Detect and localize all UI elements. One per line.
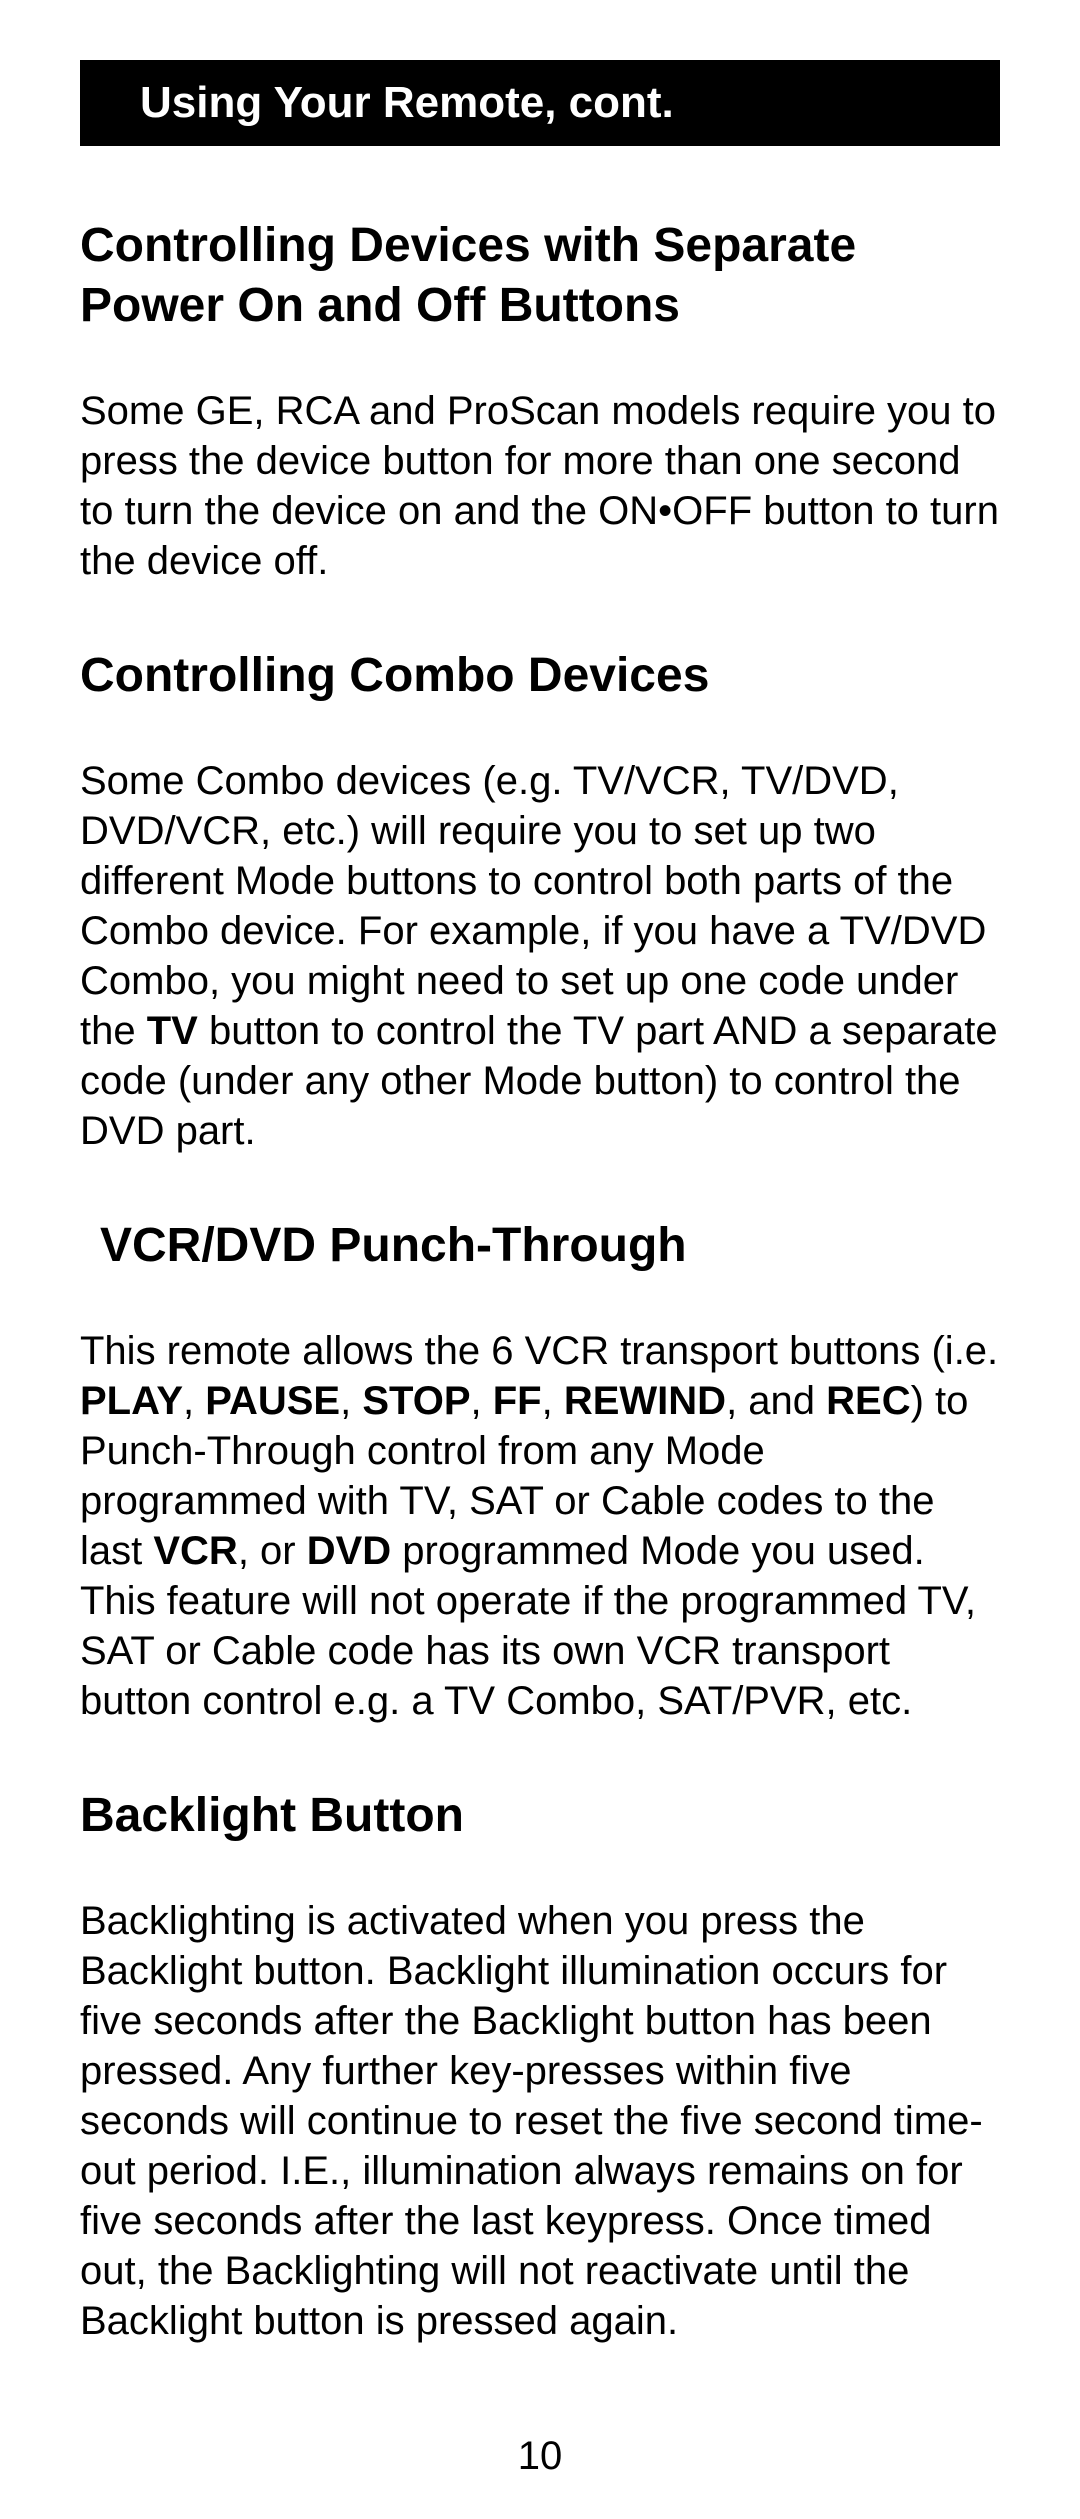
punch-ff: FF bbox=[493, 1379, 542, 1423]
para-combo: Some Combo devices (e.g. TV/VCR, TV/DVD,… bbox=[80, 756, 1000, 1156]
heading-backlight: Backlight Button bbox=[80, 1786, 1000, 1846]
punch-stop: STOP bbox=[362, 1379, 470, 1423]
page-number: 10 bbox=[0, 2434, 1080, 2479]
punch-pause: PAUSE bbox=[205, 1379, 340, 1423]
punch-play: PLAY bbox=[80, 1379, 183, 1423]
punch-t1: This remote allows the 6 VCR transport b… bbox=[80, 1329, 998, 1373]
heading-punch-through: VCR/DVD Punch-Through bbox=[80, 1216, 1000, 1276]
section-banner: Using Your Remote, cont. bbox=[80, 60, 1000, 146]
punch-c2: , bbox=[340, 1379, 362, 1423]
banner-title: Using Your Remote, cont. bbox=[140, 78, 674, 127]
combo-text-end: button to control the TV part AND a sepa… bbox=[80, 1009, 998, 1153]
punch-rewind: REWIND bbox=[564, 1379, 726, 1423]
heading-combo: Controlling Combo Devices bbox=[80, 646, 1000, 706]
punch-c1: , bbox=[183, 1379, 205, 1423]
punch-vcr: VCR bbox=[153, 1529, 237, 1573]
punch-t2: , and bbox=[726, 1379, 826, 1423]
punch-c3: , bbox=[471, 1379, 493, 1423]
manual-page: Using Your Remote, cont. Controlling Dev… bbox=[0, 0, 1080, 2519]
punch-c4: , bbox=[542, 1379, 564, 1423]
punch-rec: REC bbox=[826, 1379, 910, 1423]
para-punch-through: This remote allows the 6 VCR transport b… bbox=[80, 1326, 1000, 1726]
para-separate-power: Some GE, RCA and ProScan models require … bbox=[80, 386, 1000, 586]
para-backlight: Backlighting is activated when you press… bbox=[80, 1896, 1000, 2346]
punch-dvd: DVD bbox=[307, 1529, 391, 1573]
punch-t4: , or bbox=[238, 1529, 307, 1573]
heading-separate-power: Controlling Devices with Separate Power … bbox=[80, 216, 1000, 336]
combo-bold-tv: TV bbox=[147, 1009, 198, 1053]
